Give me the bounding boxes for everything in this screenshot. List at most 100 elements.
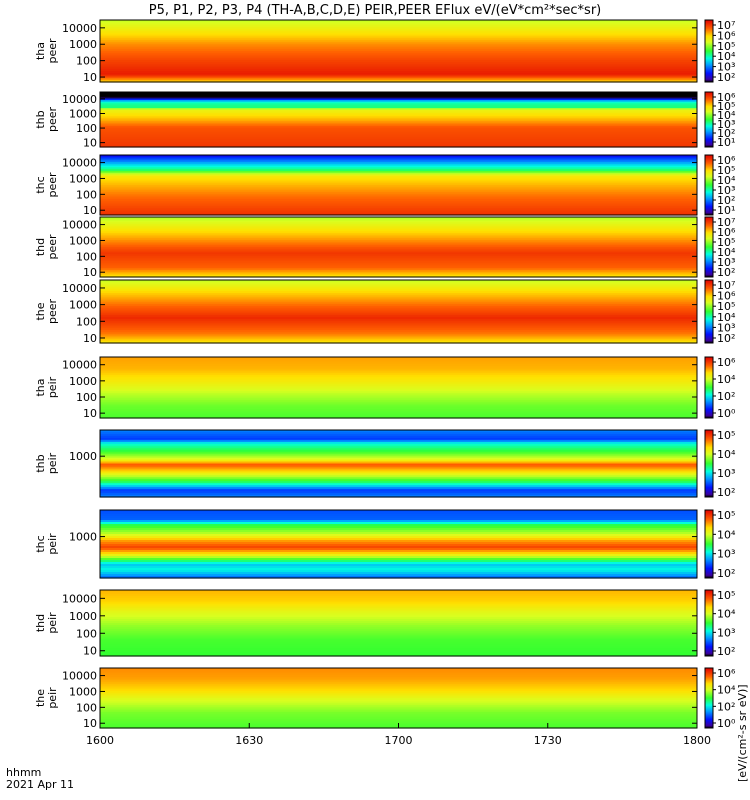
heatmap-row — [100, 654, 697, 657]
heatmap-row — [100, 174, 697, 177]
heatmap-row — [100, 483, 697, 486]
colorbar-tick-label: 10⁰ — [717, 717, 736, 730]
x-axis-label: hhmm — [6, 766, 41, 779]
colorbar-tick-label: 10³ — [717, 118, 735, 131]
heatmap-row — [100, 195, 697, 198]
heatmap-row — [100, 640, 697, 644]
heatmap-row — [100, 69, 697, 72]
heatmap-row — [100, 255, 697, 259]
colorbar — [704, 154, 714, 216]
colorbar-tick-label: 10⁷ — [717, 279, 735, 292]
heatmap-row — [100, 109, 697, 113]
y-tick-label: 1000 — [69, 450, 97, 463]
x-tick-label: 1730 — [534, 734, 562, 747]
heatmap-row — [100, 449, 697, 453]
heatmap-row — [100, 558, 697, 561]
x-tick-label: 1800 — [683, 734, 711, 747]
colorbar-tick-label: 10⁷ — [717, 19, 735, 32]
colorbar-tick-label: 10⁵ — [717, 40, 735, 53]
heatmap-row — [100, 576, 697, 579]
heatmap-row — [100, 291, 697, 294]
heatmap-row — [100, 23, 697, 27]
heatmap-row — [100, 540, 697, 543]
heatmap-row — [100, 447, 697, 451]
y-tick-label: 10 — [83, 266, 97, 279]
heatmap-row — [100, 669, 697, 673]
heatmap-row — [100, 683, 697, 687]
heatmap-row — [100, 124, 697, 127]
y-tick-label: 10 — [83, 204, 97, 217]
heatmap-row — [100, 192, 697, 195]
y-tick-label: 10 — [83, 645, 97, 658]
heatmap-row — [100, 642, 697, 645]
colorbar-tick-label: 10⁴ — [717, 684, 736, 697]
panel-9: 10000 1000 100 10 the peir 10⁶ 10⁴ 10² 10⁰ — [34, 667, 736, 730]
heatmap-row — [100, 264, 697, 268]
panel-frame — [99, 154, 698, 216]
x-axis: 1600 1630 1700 1730 1800 — [86, 723, 711, 747]
y-tick-label: 10000 — [62, 157, 97, 170]
heatmap-row — [100, 528, 697, 531]
x-tick-label: 1700 — [385, 734, 413, 747]
heatmap-row — [100, 590, 697, 593]
heatmap-row — [100, 398, 697, 401]
heatmap-row — [100, 271, 697, 275]
heatmap-row — [100, 412, 697, 416]
heatmap-row — [100, 185, 697, 188]
heatmap-row — [100, 607, 697, 611]
colorbar — [704, 279, 714, 344]
heatmap-row — [100, 516, 697, 519]
y-tick-label: 100 — [76, 315, 97, 328]
heatmap-row — [100, 719, 697, 722]
heatmap-row — [100, 638, 697, 642]
colorbar-tick-label: 10⁴ — [717, 528, 736, 541]
heatmap-row — [100, 491, 697, 494]
colorbar-tick-label: 10⁶ — [717, 226, 736, 239]
y-tick-label: 100 — [76, 627, 97, 640]
colorbar-tick-label: 10⁵ — [717, 589, 735, 602]
heatmap-row — [100, 266, 697, 269]
y-tick-label: 1000 — [69, 531, 97, 544]
colorbar-tick-label: 10³ — [717, 184, 735, 197]
y-axis-label: peir — [46, 533, 59, 555]
y-tick-label: 10000 — [62, 592, 97, 605]
heatmap-row — [100, 387, 697, 390]
heatmap-row — [100, 186, 697, 190]
heatmap-row — [100, 405, 697, 408]
colorbar-tick-label: 10² — [717, 194, 735, 207]
heatmap-row — [100, 433, 697, 437]
heatmap-row — [100, 451, 697, 455]
heatmap-row — [100, 628, 697, 632]
heatmap-row — [100, 430, 697, 433]
heatmap-row — [100, 116, 697, 119]
heatmap-row — [100, 632, 697, 636]
heatmap-row — [100, 572, 697, 575]
heatmap-row — [100, 715, 697, 719]
y-tick-label: 100 — [76, 701, 97, 714]
heatmap-row — [100, 542, 697, 545]
heatmap-row — [100, 646, 697, 649]
heatmap-row — [100, 25, 697, 28]
panel-frame — [99, 19, 698, 83]
heatmap-row — [100, 193, 697, 197]
panel-6: 1000 thb peir 10⁵ 10⁴ 10³ 10² — [34, 429, 736, 499]
heatmap-row — [100, 111, 697, 114]
heatmap-row — [100, 239, 697, 243]
colorbar-tick-label: 10¹ — [717, 204, 735, 217]
heatmap-row — [100, 538, 697, 541]
heatmap-row — [100, 101, 697, 104]
heatmap-row — [100, 556, 697, 559]
heatmap-row — [100, 461, 697, 465]
colorbar-tick-label: 10² — [717, 700, 735, 713]
colorbar-tick-label: 10⁶ — [717, 154, 736, 167]
panel-8: 10000 1000 100 10 thd peir 10⁵ 10⁴ 10³ 10² — [34, 589, 736, 658]
y-tick-label: 1000 — [69, 108, 97, 121]
heatmap-row — [100, 121, 697, 124]
heatmap-row — [100, 199, 697, 202]
heatmap-row — [100, 294, 697, 298]
y-tick-label: 100 — [76, 250, 97, 263]
heatmap-row — [100, 197, 697, 200]
heatmap-row — [100, 382, 697, 385]
heatmap-row — [100, 383, 697, 387]
y-tick-label: 1000 — [69, 299, 97, 312]
